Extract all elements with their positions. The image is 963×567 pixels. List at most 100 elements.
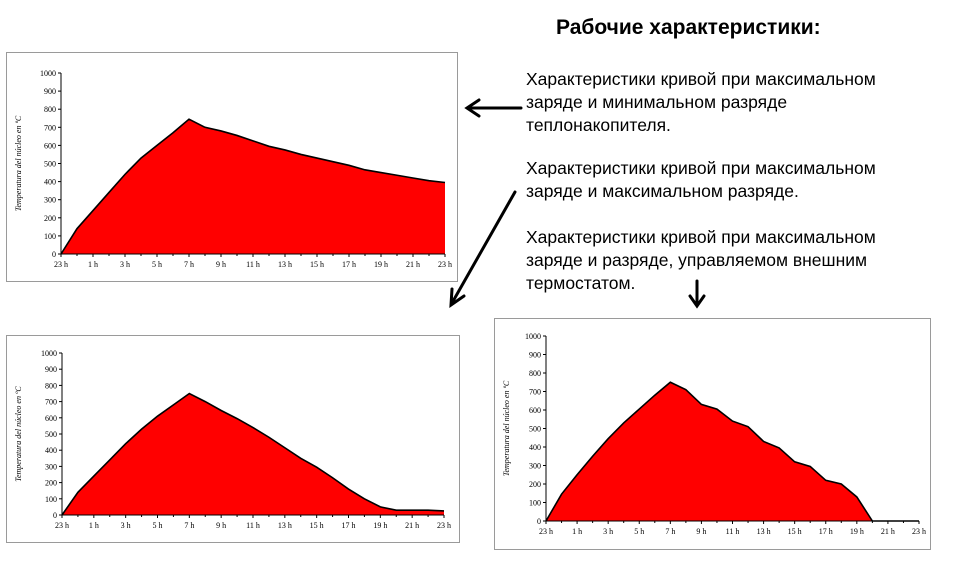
data-point: [670, 381, 672, 383]
y-tick-label: 900: [44, 87, 56, 96]
data-point: [701, 404, 703, 406]
y-tick-label: 0: [52, 250, 56, 259]
data-point: [443, 510, 445, 512]
data-point: [364, 498, 366, 500]
data-point: [316, 157, 318, 159]
y-tick-label: 600: [45, 414, 57, 423]
y-tick-label: 700: [45, 398, 57, 407]
data-point: [268, 146, 270, 148]
x-tick-label: 9 h: [696, 527, 706, 536]
y-tick-label: 700: [529, 388, 541, 397]
data-point: [794, 461, 796, 463]
data-point: [412, 177, 414, 179]
y-tick-label: 300: [45, 462, 57, 471]
data-point: [380, 506, 382, 508]
y-tick-label: 900: [529, 351, 541, 360]
x-tick-label: 1 h: [89, 521, 99, 530]
data-point: [825, 480, 827, 482]
x-tick-label: 23 h: [55, 521, 69, 530]
chart-panel-thermostat-discharge: 0 100 200 300 400 500 600 700 800 900 1000 23 h 1 h 3…: [494, 318, 931, 550]
y-tick-label: 0: [53, 511, 57, 520]
x-tick-label: 13 h: [757, 527, 771, 536]
data-point: [380, 172, 382, 174]
x-tick-label: 11 h: [246, 521, 260, 530]
data-point: [396, 174, 398, 176]
data-point: [77, 492, 79, 494]
x-tick-label: 7 h: [184, 521, 194, 530]
data-point: [732, 420, 734, 422]
x-tick-label: 23 h: [437, 521, 451, 530]
y-tick-label: 300: [44, 196, 56, 205]
y-tick-label: 200: [45, 479, 57, 488]
data-point: [685, 389, 687, 391]
x-tick-label: 21 h: [406, 260, 420, 269]
data-point: [172, 132, 174, 134]
y-tick-label: 900: [45, 365, 57, 374]
data-point: [268, 436, 270, 438]
y-tick-label: 700: [44, 123, 56, 132]
data-point: [411, 509, 413, 511]
y-tick-label: 0: [537, 517, 541, 526]
data-point: [840, 483, 842, 485]
data-point: [157, 415, 159, 417]
data-point: [623, 422, 625, 424]
y-tick-label: 600: [529, 406, 541, 415]
y-tick-label: 800: [45, 381, 57, 390]
y-tick-label: 400: [44, 178, 56, 187]
y-tick-label: 1000: [40, 69, 56, 78]
x-tick-label: 5 h: [152, 260, 162, 269]
chart-panel-max-discharge: 0 100 200 300 400 500 600 700 800 900 1000 23 h 1 h 3…: [6, 335, 460, 543]
arrow-left-icon: [464, 98, 523, 118]
y-tick-label: 500: [529, 425, 541, 434]
data-point: [364, 169, 366, 171]
x-tick-label: 1 h: [88, 260, 98, 269]
y-tick-label: 100: [529, 499, 541, 508]
x-tick-label: 19 h: [374, 260, 388, 269]
data-point: [125, 443, 127, 445]
data-point: [856, 496, 858, 498]
data-point: [444, 182, 446, 184]
data-point: [204, 127, 206, 129]
y-tick-label: 100: [45, 495, 57, 504]
data-point: [332, 477, 334, 479]
x-tick-label: 15 h: [788, 527, 802, 536]
area-fill: [546, 382, 919, 521]
data-point: [638, 408, 640, 410]
area-outline: [60, 118, 446, 255]
x-tick-label: 17 h: [342, 521, 356, 530]
chart-min-discharge: 0 100 200 300 400 500 600 700 800 900 1000 23 h 1 h 3…: [14, 69, 452, 269]
chart-panel-min-discharge: 0 100 200 300 400 500 600 700 800 900 1000 23 h 1 h 3…: [6, 52, 458, 282]
data-point: [284, 447, 286, 449]
page-title: Рабочие характеристики:: [556, 16, 821, 39]
x-tick-label: 9 h: [216, 260, 226, 269]
x-tick-label: 23 h: [54, 260, 68, 269]
data-point: [252, 140, 254, 142]
data-point: [124, 174, 126, 176]
data-point: [204, 401, 206, 403]
x-tick-label: 15 h: [310, 260, 324, 269]
data-point: [156, 145, 158, 147]
x-tick-label: 23 h: [438, 260, 452, 269]
data-point: [716, 408, 718, 410]
x-tick-label: 13 h: [278, 260, 292, 269]
data-point: [252, 427, 254, 429]
data-point: [141, 428, 143, 430]
area-fill: [61, 119, 445, 254]
data-point: [395, 509, 397, 511]
data-point: [747, 426, 749, 428]
area-fill: [62, 393, 444, 515]
x-tick-label: 13 h: [278, 521, 292, 530]
data-point: [561, 493, 563, 495]
data-point: [348, 488, 350, 490]
y-tick-label: 800: [44, 105, 56, 114]
x-tick-label: 21 h: [881, 527, 895, 536]
data-point: [93, 475, 95, 477]
y-tick-label: 400: [529, 443, 541, 452]
x-tick-label: 23 h: [912, 527, 926, 536]
data-point: [778, 447, 780, 449]
x-tick-label: 19 h: [373, 521, 387, 530]
data-point: [809, 466, 811, 468]
x-tick-label: 1 h: [572, 527, 582, 536]
description-max-discharge: Характеристики кривой при максимальном з…: [526, 158, 876, 201]
description-thermostat-discharge: Характеристики кривой при максимальном з…: [526, 227, 876, 293]
